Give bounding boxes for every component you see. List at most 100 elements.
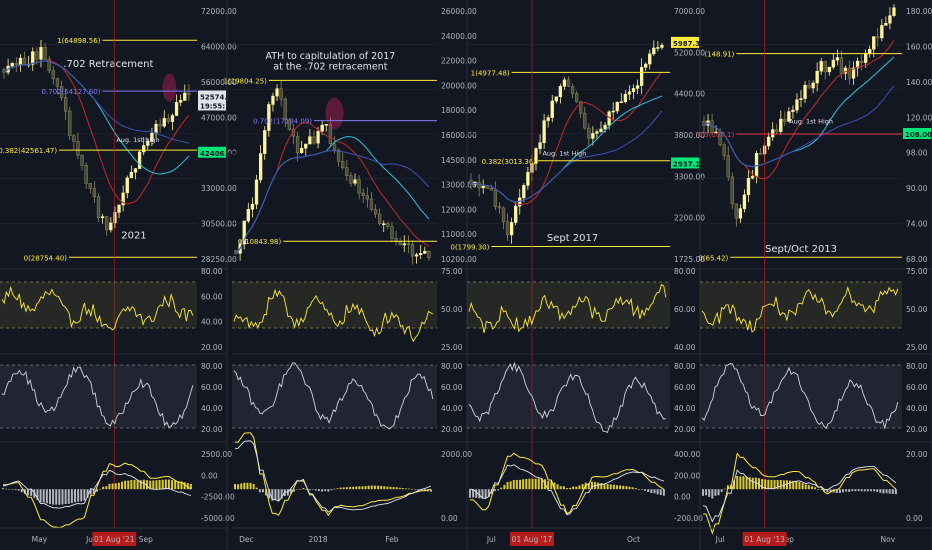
fib-level-label: 0.702(17134.09): [253, 118, 312, 126]
candle-body: [125, 177, 129, 194]
macd-histogram-bar: [392, 486, 395, 490]
macd-histogram-bar: [77, 489, 80, 502]
macd-histogram-bar: [810, 486, 813, 490]
rsi-pane: 80.00 60.00 40.00 20.00: [0, 267, 227, 352]
candle-body: [105, 216, 109, 231]
candle-body: [827, 66, 831, 73]
macd-histogram-bar: [619, 485, 622, 490]
candles: [2, 40, 191, 236]
macd-histogram-bar: [127, 480, 130, 490]
macd-histogram-bar: [398, 487, 401, 490]
candle-body: [158, 123, 162, 127]
x-tick-label: Nov: [881, 535, 896, 544]
stoch-y-tick: 40.00: [201, 404, 223, 413]
macd-histogram-bar: [634, 488, 637, 490]
candle-body: [18, 57, 23, 66]
macd-histogram-bar: [17, 489, 20, 491]
macd-histogram-bar: [293, 489, 296, 492]
macd-histogram-bar: [662, 489, 665, 496]
macd-histogram-bar: [798, 481, 801, 490]
macd-signal-line: [234, 440, 432, 513]
candle-body: [489, 188, 493, 191]
stoch-pane: 80.00 60.00 40.00 20.00: [467, 353, 700, 434]
macd-histogram-bar: [27, 489, 30, 496]
candle-body: [394, 238, 398, 243]
y-tick-label: 10200.00: [441, 255, 477, 264]
candle-body: [22, 57, 27, 65]
candle-body: [31, 51, 35, 65]
macd-histogram-bar: [411, 489, 414, 490]
macd-histogram-bar: [70, 489, 73, 504]
candle-body: [509, 222, 514, 236]
macd-histogram-bar: [386, 486, 389, 490]
candle-body: [419, 253, 423, 255]
macd-histogram-bar: [349, 486, 352, 490]
chart-panel-4: (148.91) 0.5(107.1) 0(65.42) Sept/Oct 2013 A…: [698, 0, 932, 550]
price-tag-label: 42406.48: [200, 150, 237, 158]
candle-body: [880, 25, 884, 39]
candle-body: [864, 52, 868, 63]
time-axis: Jul Oct 01 Aug '17: [467, 527, 700, 546]
macd-histogram-bar: [345, 487, 348, 490]
candle-body: [113, 212, 117, 224]
candle-body: [534, 148, 538, 164]
candle-body: [746, 177, 751, 196]
y-tick-label: 68.00: [906, 255, 928, 264]
macd-y-tick: 200.00: [674, 471, 700, 480]
moving-average-blue: [703, 85, 895, 168]
candle-body: [835, 57, 840, 61]
candle-body: [876, 36, 880, 39]
candle-body: [100, 216, 105, 219]
candle-body: [402, 243, 406, 246]
candle-body: [574, 93, 579, 102]
candle-body: [300, 147, 304, 153]
macd-histogram-bar: [509, 481, 512, 490]
stoch-y-tick: 80.00: [201, 362, 223, 371]
candle-body: [283, 98, 287, 121]
macd-histogram-bar: [653, 489, 656, 494]
macd-histogram-bar: [342, 487, 345, 490]
macd-histogram-bar: [866, 489, 869, 492]
macd-histogram-bar: [114, 483, 117, 490]
macd-histogram-bar: [770, 479, 773, 490]
macd-histogram-bar: [189, 484, 192, 490]
candle-body: [76, 141, 80, 156]
chart-annotation: Aug. 1st High: [789, 117, 833, 125]
candle-body: [775, 129, 779, 132]
candle-body: [619, 101, 623, 103]
fib-level-label: 0.702(54127.60): [42, 88, 101, 96]
stoch-y-tick: 40.00: [906, 404, 928, 413]
macd-histogram-bar: [823, 489, 826, 492]
candle-body: [80, 154, 84, 166]
x-tick-label: May: [32, 535, 48, 544]
macd-histogram-bar: [277, 489, 280, 501]
macd-histogram-bar: [838, 489, 841, 494]
y-tick-label: 180.00: [906, 7, 932, 16]
macd-histogram-bar: [401, 488, 404, 490]
candle-body: [258, 153, 263, 181]
candle-body: [660, 44, 664, 48]
rsi-y-tick: 75.00: [906, 267, 928, 276]
macd-histogram-bar: [500, 487, 503, 490]
macd-histogram-bar: [786, 480, 788, 490]
macd-histogram-bar: [761, 479, 764, 490]
price-axis: 26000.00 24000.00 22000.00 20000.00 18000.00…: [441, 7, 477, 264]
candle-body: [771, 129, 775, 138]
macd-histogram-bar: [8, 489, 11, 490]
candle-body: [263, 130, 267, 154]
candle-body: [742, 194, 747, 209]
candle-body: [150, 132, 154, 142]
candle-body: [187, 92, 191, 95]
macd-histogram-bar: [842, 489, 844, 493]
macd-histogram-bar: [748, 477, 751, 490]
macd-histogram-bar: [92, 489, 95, 495]
macd-histogram-bar: [795, 481, 798, 490]
candle-body: [336, 149, 341, 162]
stoch-y-tick: 40.00: [674, 404, 696, 413]
candle-body: [767, 136, 771, 147]
macd-histogram-bar: [835, 489, 838, 494]
y-tick-label: 140.00: [906, 78, 932, 87]
macd-histogram-bar: [305, 489, 308, 490]
candle-body: [787, 111, 791, 122]
candle-body: [872, 36, 876, 50]
